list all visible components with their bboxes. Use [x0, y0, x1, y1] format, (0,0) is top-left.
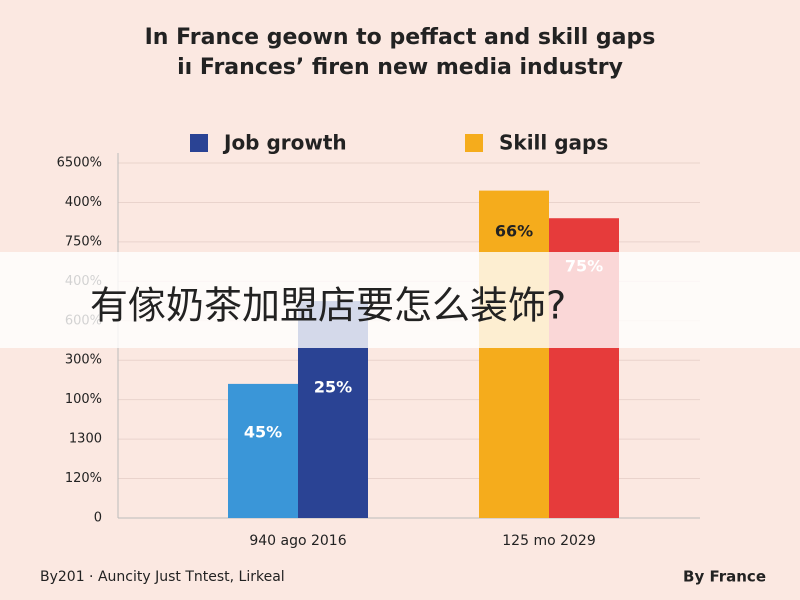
- x-tick-label: 125 mo 2029: [502, 533, 595, 549]
- footer-left: By201 · Auncity Just Tntest, Lirkeal: [40, 569, 285, 585]
- y-tick-label: 750%: [65, 234, 102, 249]
- y-tick-label: 100%: [65, 392, 102, 407]
- x-tick-label: 940 ago 2016: [249, 533, 346, 549]
- footer-right: By France: [683, 568, 766, 586]
- legend-label: Job growth: [222, 131, 347, 155]
- plot: 0120%1300100%300%600%400%750%400%6500%Jo…: [57, 131, 700, 549]
- chart-title: iı Frances’ firen new media industry: [177, 55, 623, 80]
- legend-label: Skill gaps: [499, 131, 608, 155]
- data-label: 25%: [314, 378, 352, 397]
- y-tick-label: 120%: [65, 471, 102, 486]
- y-tick-label: 6500%: [57, 156, 102, 171]
- chart-title: In France geown to peffact and skill gap…: [145, 25, 656, 50]
- data-label: 66%: [495, 222, 533, 241]
- y-tick-label: 400%: [65, 195, 102, 210]
- y-tick-label: 1300: [69, 432, 102, 447]
- bar: [479, 190, 549, 518]
- y-tick-label: 0: [94, 511, 102, 526]
- bar: [228, 383, 298, 518]
- y-tick-label: 300%: [65, 353, 102, 368]
- data-label: 45%: [244, 423, 282, 442]
- banner-bg: [0, 252, 800, 348]
- banner-text: 有傢奶茶加盟店要怎么装饰?: [90, 284, 566, 328]
- legend-swatch: [190, 134, 208, 152]
- legend-swatch: [465, 134, 483, 152]
